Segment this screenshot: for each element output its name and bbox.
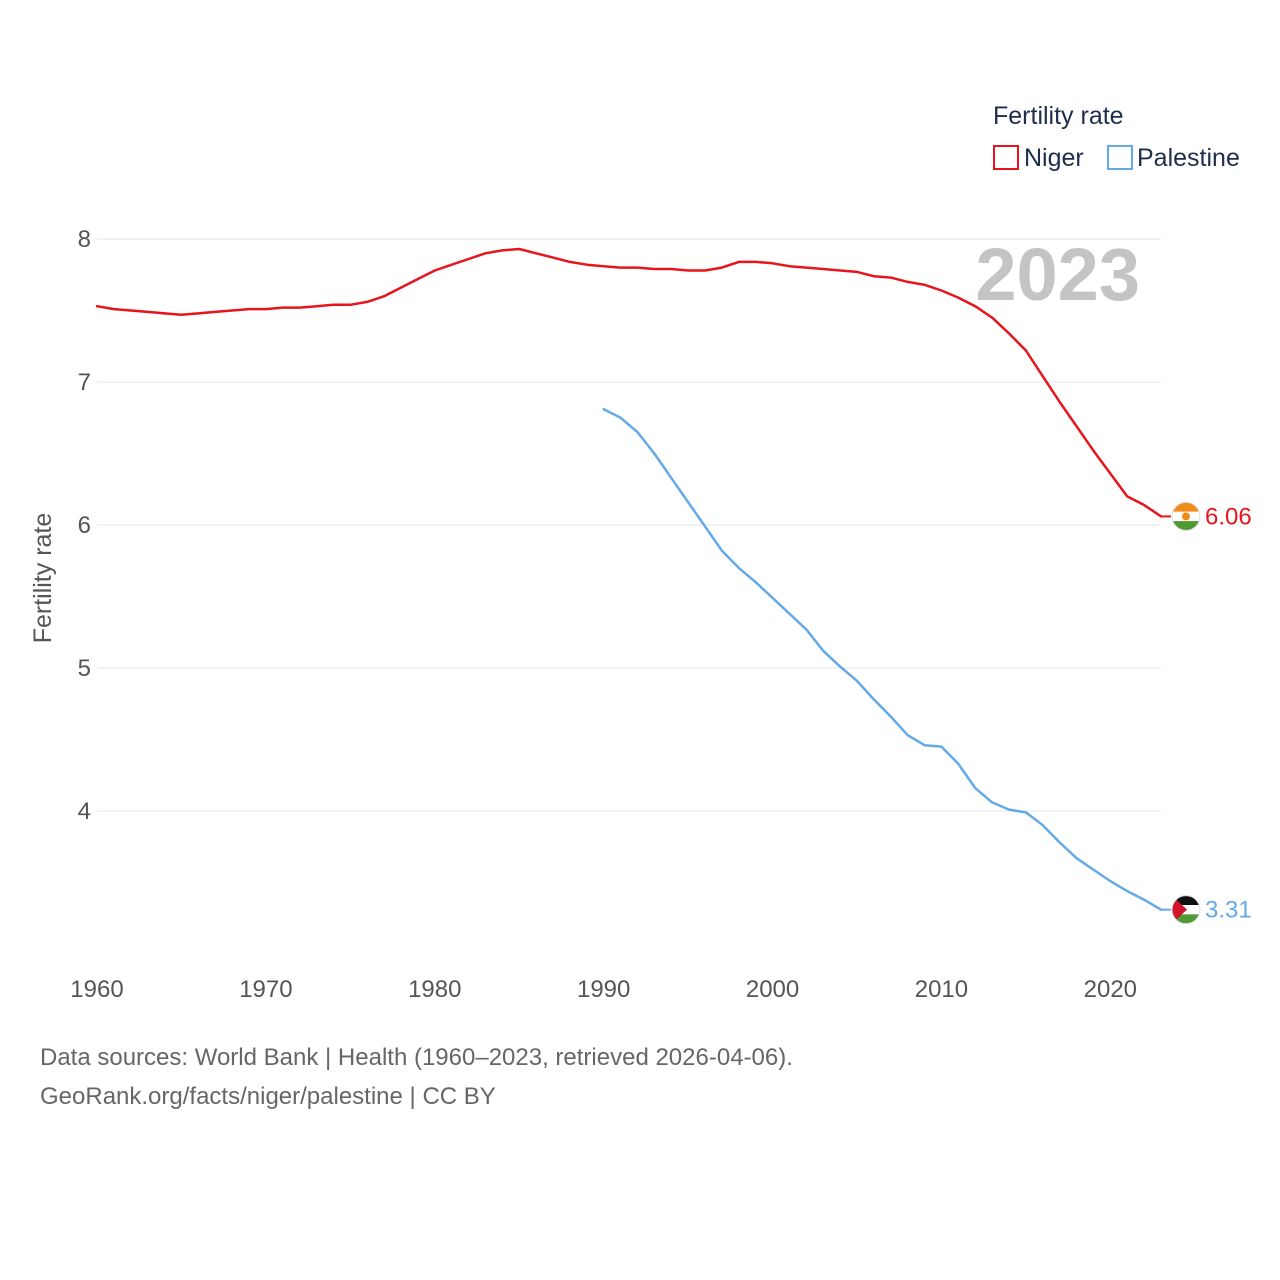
x-tick-label: 2020 [1084,976,1137,1003]
legend-swatch-niger[interactable] [993,145,1019,170]
y-tick-label: 8 [78,226,91,253]
series-line-palestine[interactable] [602,407,1163,911]
y-axis-ticks: 4 5 6 7 8 [78,226,91,825]
line-chart: Fertility rate Niger Palestine 4 5 6 7 8 196… [29,102,1252,1003]
footer-source: Data sources: World Bank | Health (1960–… [40,1044,793,1071]
series-lines [95,247,1163,911]
legend-swatch-palestine[interactable] [1107,145,1133,170]
y-tick-label: 4 [78,798,91,825]
y-tick-label: 6 [78,512,91,539]
year-indicator: 2023 [975,233,1140,316]
legend-label-niger[interactable]: Niger [1024,144,1084,172]
y-tick-label: 5 [78,655,91,682]
y-tick-label: 7 [78,369,91,396]
end-markers: 6.06 3.31 [1161,501,1252,925]
x-tick-label: 1960 [70,976,123,1003]
x-tick-label: 1970 [239,976,292,1003]
end-value-niger: 6.06 [1205,503,1252,530]
x-tick-label: 1990 [577,976,630,1003]
footer-credit: GeoRank.org/facts/niger/palestine | CC B… [40,1083,496,1110]
x-tick-label: 2000 [746,976,799,1003]
x-tick-label: 2010 [915,976,968,1003]
legend-label-palestine[interactable]: Palestine [1137,144,1240,172]
y-axis-label: Fertility rate [29,513,57,644]
legend-title: Fertility rate [993,102,1124,130]
end-value-palestine: 3.31 [1205,897,1252,924]
niger-flag-icon [1172,502,1200,531]
series-line-niger[interactable] [95,247,1163,518]
x-tick-label: 1980 [408,976,461,1003]
palestine-flag-icon [1172,895,1200,924]
legend: Fertility rate Niger Palestine [993,102,1240,172]
gridlines [97,238,1161,812]
x-axis-ticks: 1960 1970 1980 1990 2000 2010 2020 [70,976,1137,1003]
